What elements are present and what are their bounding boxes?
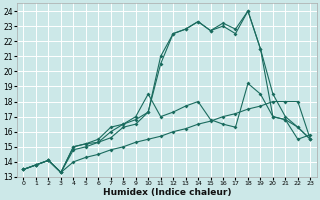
X-axis label: Humidex (Indice chaleur): Humidex (Indice chaleur)	[103, 188, 231, 197]
